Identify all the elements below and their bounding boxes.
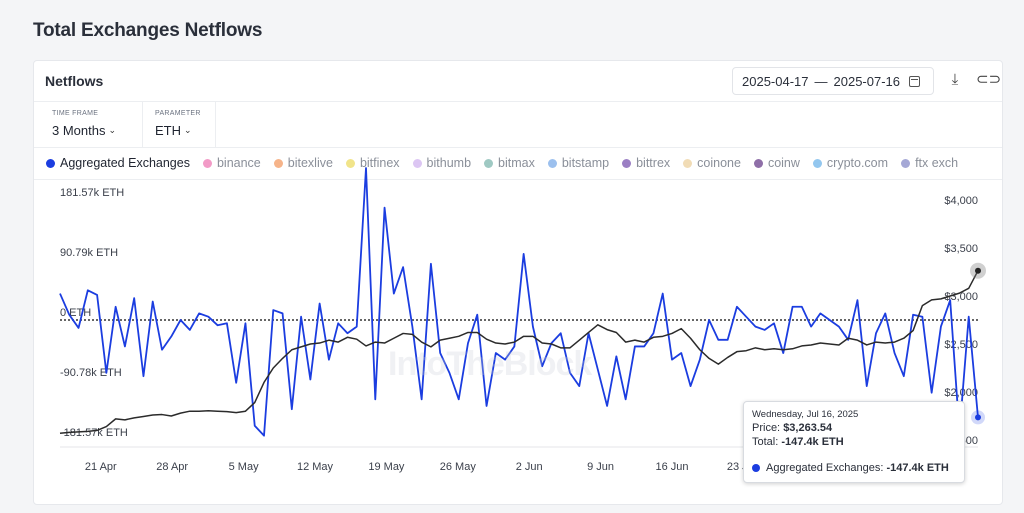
legend-item[interactable]: bithumb <box>412 156 472 170</box>
calendar-icon <box>909 75 920 87</box>
legend-label: bitstamp <box>561 156 610 170</box>
legend-label: coinone <box>697 156 741 170</box>
chart-tooltip: Wednesday, Jul 16, 2025 Price: $3,263.54… <box>743 401 965 483</box>
tooltip-total: Total: -147.4k ETH <box>752 436 844 448</box>
legend-item[interactable]: bitfinex <box>345 156 400 170</box>
chart-legend: Aggregated Exchanges binance bitexlive bitf… <box>46 153 996 173</box>
left-axis-tick-label: -181.57k ETH <box>60 427 128 439</box>
parameter-label: PARAMETER <box>155 110 201 117</box>
x-axis-tick-label: 9 Jun <box>587 461 614 473</box>
date-start: 2025-04-17 <box>742 73 809 89</box>
card-title: Netflows <box>45 73 104 89</box>
legend-label: ftx exch <box>915 156 959 170</box>
legend-label: bitexlive <box>287 156 333 170</box>
left-axis-tick-label: 90.79k ETH <box>60 247 118 259</box>
legend-dot-icon <box>753 158 763 168</box>
legend-dot-icon <box>345 158 355 168</box>
time-frame-label: TIME FRAME <box>52 110 99 117</box>
x-axis-tick-label: 12 May <box>297 461 334 473</box>
legend-item[interactable]: bitexlive <box>273 156 333 170</box>
legend-label: bitfinex <box>359 156 400 170</box>
date-separator: — <box>814 73 828 89</box>
legend-dot-icon <box>812 158 822 168</box>
legend-dot-icon <box>202 158 212 168</box>
legend-label: bittrex <box>636 156 671 170</box>
tooltip-series: Aggregated Exchanges: -147.4k ETH <box>752 462 956 474</box>
left-axis-tick-label: 0 ETH <box>60 307 91 319</box>
legend-dot-icon <box>412 158 422 168</box>
right-axis-tick-label: $2,500 <box>944 339 978 351</box>
legend-dot-icon <box>901 158 911 168</box>
left-axis-tick-label: -90.78k ETH <box>60 367 122 379</box>
x-axis-tick-label: 2 Jun <box>516 461 543 473</box>
legend-label: bithumb <box>426 156 472 170</box>
legend-item[interactable]: bitmax <box>484 156 535 170</box>
legend-item[interactable]: Aggregated Exchanges <box>46 156 190 170</box>
netflow-hover-point <box>975 414 981 421</box>
tooltip-series-label: Aggregated Exchanges: <box>766 462 884 474</box>
legend-divider <box>34 179 1002 180</box>
legend-item[interactable]: coinone <box>683 156 741 170</box>
legend-dot-icon <box>46 158 55 168</box>
legend-item[interactable]: crypto.com <box>812 156 889 170</box>
parameter-control[interactable]: PARAMETER ETH ⌄ <box>143 102 216 148</box>
chevron-down-icon: ⌄ <box>108 125 117 135</box>
legend-dot-icon <box>547 158 557 168</box>
watermark: IntoTheBlock <box>388 345 592 383</box>
legend-item[interactable]: bittrex <box>622 156 670 170</box>
legend-label: Aggregated Exchanges <box>60 156 190 170</box>
legend-item[interactable]: coinw <box>753 156 800 170</box>
right-axis-tick-label: $4,000 <box>944 195 978 207</box>
right-axis-tick-label: $3,500 <box>944 243 978 255</box>
left-axis-tick-label: 181.57k ETH <box>60 187 124 199</box>
tooltip-series-value: -147.4k ETH <box>886 462 949 474</box>
x-axis-tick-label: 21 Apr <box>85 461 117 473</box>
chevron-down-icon: ⌄ <box>184 125 192 135</box>
legend-dot-icon <box>683 158 693 168</box>
page-title: Total Exchanges Netflows <box>33 20 263 41</box>
legend-label: coinw <box>767 156 800 170</box>
x-axis-tick-label: 26 May <box>440 461 477 473</box>
right-axis-tick-label: $2,000 <box>944 387 978 399</box>
parameter-value: ETH <box>155 123 181 138</box>
x-axis-tick-label: 28 Apr <box>156 461 188 473</box>
legend-label: bitmax <box>498 156 535 170</box>
legend-dot-icon <box>484 158 494 168</box>
right-axis-tick-label: $3,000 <box>944 291 978 303</box>
tooltip-date: Wednesday, Jul 16, 2025 <box>752 409 859 420</box>
date-end: 2025-07-16 <box>833 73 901 89</box>
time-frame-select[interactable]: 3 Months ⌄ <box>52 123 142 138</box>
legend-label: crypto.com <box>826 156 889 170</box>
price-hover-point <box>975 267 981 274</box>
legend-item[interactable]: ftx exch <box>901 156 958 170</box>
legend-dot-icon <box>273 158 283 168</box>
parameter-select[interactable]: ETH ⌄ <box>155 123 215 138</box>
price-series-line <box>59 270 979 435</box>
time-frame-control[interactable]: TIME FRAME 3 Months ⌄ <box>40 102 143 148</box>
download-icon[interactable]: ⤓ <box>951 71 959 88</box>
tooltip-price: Price: $3,263.54 <box>752 422 833 434</box>
netflow-series-line <box>59 167 979 437</box>
x-axis-tick-label: 16 Jun <box>655 461 688 473</box>
date-range-picker[interactable]: 2025-04-17 — 2025-07-16 <box>732 67 934 95</box>
legend-dot-icon <box>622 158 632 168</box>
x-axis-tick-label: 5 May <box>229 461 259 473</box>
legend-label: binance <box>216 156 261 170</box>
series-dot-icon <box>752 464 760 472</box>
legend-item[interactable]: binance <box>202 156 261 170</box>
legend-item[interactable]: bitstamp <box>547 156 610 170</box>
chart-controls: TIME FRAME 3 Months ⌄ PARAMETER ETH ⌄ <box>34 102 1002 148</box>
card-header: Netflows 2025-04-17 — 2025-07-16 ⤓ ⊂⊃ <box>34 61 1002 102</box>
x-axis-tick-label: 19 May <box>368 461 405 473</box>
time-frame-value: 3 Months <box>52 123 106 138</box>
